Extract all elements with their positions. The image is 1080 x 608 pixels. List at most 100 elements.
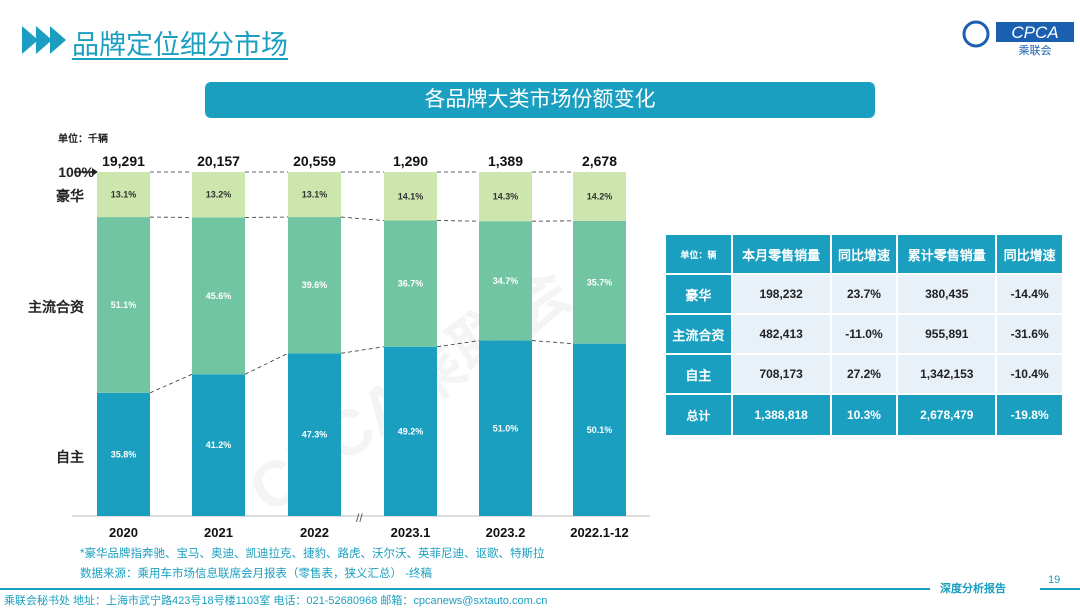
connector-line	[340, 346, 385, 354]
cell: 10.3%	[831, 395, 897, 435]
chart-banner: 各品牌大类市场份额变化	[205, 82, 875, 118]
x-tick-label: 2020	[109, 525, 138, 540]
cell: 482,413	[732, 315, 830, 353]
connector-line	[436, 220, 480, 222]
bar-segment	[573, 343, 626, 516]
cell: 198,232	[732, 275, 830, 313]
cell: 2,678,479	[898, 395, 996, 435]
data-label: 35.7%	[587, 277, 613, 287]
svg-text:CPCA: CPCA	[1011, 23, 1058, 42]
x-tick-label: 2022	[300, 525, 329, 540]
total-label: 19,291	[102, 153, 145, 169]
data-label: 50.1%	[587, 425, 613, 435]
cell: 27.2%	[831, 355, 897, 393]
data-label: 51.1%	[111, 300, 137, 310]
table-header: 单位：辆 本月零售销量 同比增速 累计零售销量 同比增速	[666, 235, 1062, 273]
table-row: 自主 708,173 27.2% 1,342,153 -10.4%	[666, 355, 1062, 393]
row-label: 自主	[666, 355, 731, 393]
page-title: 品牌定位细分市场	[72, 30, 288, 60]
data-label: 49.2%	[398, 426, 424, 436]
data-label: 34.7%	[493, 276, 519, 286]
bar-segment	[573, 220, 626, 344]
th-cum: 累计零售销量	[898, 235, 996, 273]
cell: 708,173	[732, 355, 830, 393]
connector-line	[244, 352, 289, 375]
th-yoy: 同比增速	[831, 235, 897, 273]
total-label: 20,559	[293, 153, 336, 169]
cell: -14.4%	[997, 275, 1062, 313]
x-tick-label: 2021	[204, 525, 233, 540]
svg-text:乘联会: 乘联会	[1019, 44, 1052, 57]
cell: 380,435	[898, 275, 996, 313]
unit-label: 单位：千辆	[58, 134, 108, 145]
footer-divider	[0, 588, 930, 590]
header-chevron-icon	[22, 26, 66, 54]
connector-line	[531, 340, 574, 345]
cell: -10.4%	[997, 355, 1062, 393]
page-number: 19	[1048, 574, 1061, 586]
data-label: 13.1%	[111, 190, 137, 200]
footer-contact: 乘联会秘书处 地址：上海市武宁路423号18号楼1103室 电话：021-526…	[4, 595, 548, 607]
data-label: 13.2%	[206, 190, 232, 200]
bar-segment	[384, 172, 437, 221]
connector-line	[149, 373, 193, 394]
total-label: 1,389	[488, 153, 523, 169]
data-label: 14.2%	[587, 191, 613, 201]
cell: 1,388,818	[732, 395, 830, 435]
data-label: 45.6%	[206, 291, 232, 301]
cell: 1,342,153	[898, 355, 996, 393]
stacked-bar-chart: 35.8% 51.1% 13.1% 19,291 2020 41.2% 45.6% 13.2%…	[72, 153, 650, 540]
data-label: 39.6%	[302, 280, 328, 290]
bar-segment	[97, 217, 150, 393]
data-label: 14.3%	[493, 192, 519, 202]
th-unit: 单位：辆	[666, 235, 731, 273]
row-label: 总计	[666, 395, 731, 435]
data-label: 36.7%	[398, 279, 424, 289]
bar-segment	[384, 346, 437, 516]
x-tick-label: 2023.1	[391, 525, 431, 540]
data-label: 47.3%	[302, 430, 328, 440]
bar-segment	[288, 172, 341, 218]
cell: 955,891	[898, 315, 996, 353]
bar-segment	[384, 220, 437, 347]
cell: 23.7%	[831, 275, 897, 313]
cell: -19.8%	[997, 395, 1062, 435]
bar-segment	[192, 172, 245, 218]
label-jv: 主流合资	[28, 299, 84, 315]
data-label: 51.0%	[493, 423, 519, 433]
bar-segment	[573, 172, 626, 221]
x-tick-label: 2023.2	[486, 525, 526, 540]
arrow-head	[92, 168, 98, 176]
label-100pct: 100%	[58, 164, 94, 180]
label-own: 自主	[56, 449, 84, 465]
bar-segment	[97, 172, 150, 218]
row-label: 豪华	[666, 275, 731, 313]
bar-segment	[288, 217, 341, 354]
x-tick-label: 2022.1-12	[570, 525, 629, 540]
bar-segment	[288, 353, 341, 516]
cell: -11.0%	[831, 315, 897, 353]
data-label: 35.8%	[111, 449, 137, 459]
sales-table: 单位：辆 本月零售销量 同比增速 累计零售销量 同比增速 豪华 198,232 …	[664, 233, 1064, 437]
cell: -31.6%	[997, 315, 1062, 353]
total-label: 2,678	[582, 153, 617, 169]
table-row: 豪华 198,232 23.7% 380,435 -14.4%	[666, 275, 1062, 313]
footer-divider-right	[1040, 588, 1080, 590]
cpca-logo: CPCA 乘联会	[962, 20, 1074, 57]
row-label: 主流合资	[666, 315, 731, 353]
th-cum-yoy: 同比增速	[997, 235, 1062, 273]
footer-tag: 深度分析报告	[940, 582, 1006, 595]
table-total-row: 总计 1,388,818 10.3% 2,678,479 -19.8%	[666, 395, 1062, 435]
th-month: 本月零售销量	[732, 235, 830, 273]
bar-segment	[192, 374, 245, 516]
label-luxury: 豪华	[56, 188, 84, 204]
total-label: 1,290	[393, 153, 428, 169]
connector-line	[340, 216, 385, 221]
table-row: 主流合资 482,413 -11.0% 955,891 -31.6%	[666, 315, 1062, 353]
axis-break-mark: //	[356, 511, 363, 525]
bar-segment	[97, 392, 150, 516]
bar-segment	[479, 221, 532, 341]
connector-line	[436, 340, 480, 348]
data-label: 13.1%	[302, 190, 328, 200]
data-label: 41.2%	[206, 440, 232, 450]
